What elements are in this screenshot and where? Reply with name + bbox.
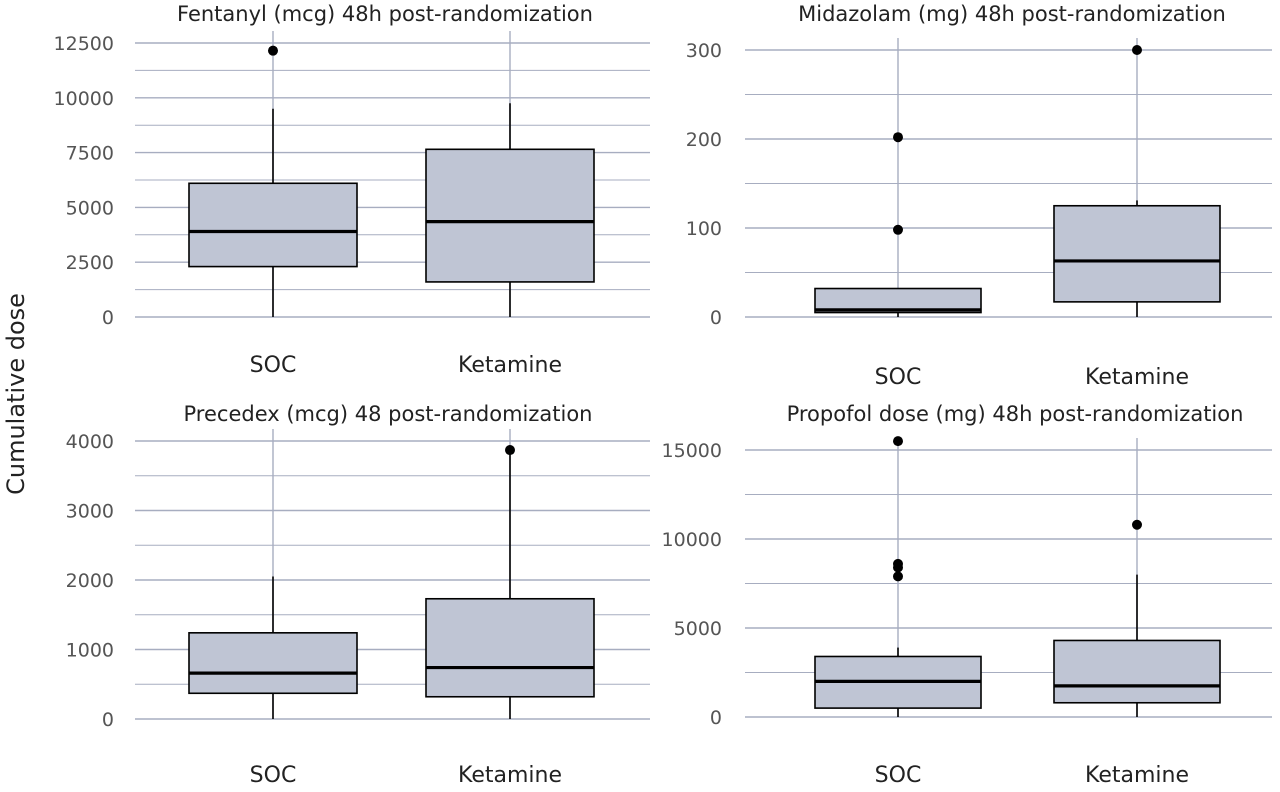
box-midazolam-ketamine bbox=[1053, 45, 1221, 317]
box-propofol-ketamine bbox=[1053, 519, 1221, 717]
y-tick-label: 15000 bbox=[662, 440, 722, 462]
y-tick-label: 10000 bbox=[662, 529, 722, 551]
x-category-label: Ketamine bbox=[458, 763, 562, 788]
outlier-point bbox=[893, 558, 903, 569]
y-tick-label: 5000 bbox=[674, 618, 722, 640]
x-category-label: SOC bbox=[875, 365, 922, 390]
y-tick-label: 0 bbox=[710, 707, 722, 729]
outlier-point bbox=[505, 445, 515, 456]
panel-midazolam: Midazolam (mg) 48h post-randomization 0 10… bbox=[686, 2, 1272, 390]
panel-propofol: Propofol dose (mg) 48h post-randomizatio… bbox=[662, 402, 1272, 788]
panel-title-fentanyl: Fentanyl (mcg) 48h post-randomization bbox=[177, 2, 593, 26]
box-fentanyl-soc bbox=[188, 45, 358, 317]
outlier-point bbox=[893, 132, 903, 143]
panel-precedex: Precedex (mcg) 48 post-randomization 0 100… bbox=[66, 402, 650, 788]
y-tick-label: 300 bbox=[686, 40, 722, 62]
x-category-label: SOC bbox=[875, 763, 922, 788]
box-fentanyl-ketamine bbox=[425, 103, 595, 317]
box-precedex-ketamine bbox=[425, 445, 595, 719]
y-tick-label: 1000 bbox=[66, 640, 114, 662]
x-category-label: Ketamine bbox=[1085, 763, 1189, 788]
y-tick-label: 5000 bbox=[66, 197, 114, 219]
y-tick-label: 7500 bbox=[66, 143, 114, 165]
y-tick-label: 0 bbox=[710, 307, 722, 329]
iqr-box bbox=[1053, 639, 1221, 704]
y-axis-label: Cumulative dose bbox=[2, 293, 30, 495]
iqr-box bbox=[425, 597, 595, 698]
iqr-box bbox=[1053, 204, 1221, 303]
y-tick-label: 0 bbox=[102, 709, 114, 731]
box-propofol-soc bbox=[814, 436, 982, 717]
box-precedex-soc bbox=[188, 576, 358, 719]
outlier-point bbox=[268, 45, 278, 56]
panel-title-midazolam: Midazolam (mg) 48h post-randomization bbox=[798, 2, 1226, 26]
y-tick-label: 200 bbox=[686, 129, 722, 151]
panel-title-propofol: Propofol dose (mg) 48h post-randomizatio… bbox=[787, 402, 1244, 426]
outlier-point bbox=[1132, 45, 1142, 55]
panel-title-precedex: Precedex (mcg) 48 post-randomization bbox=[184, 402, 593, 426]
outlier-point bbox=[893, 571, 903, 582]
y-tick-label: 100 bbox=[686, 218, 722, 240]
panel-fentanyl: Fentanyl (mcg) 48h post-randomization 0 25… bbox=[54, 2, 650, 378]
x-category-label: Ketamine bbox=[458, 353, 562, 378]
iqr-box bbox=[188, 182, 358, 268]
x-category-label: Ketamine bbox=[1085, 365, 1189, 390]
x-category-label: SOC bbox=[250, 763, 297, 788]
y-tick-label: 4000 bbox=[66, 431, 114, 453]
iqr-box bbox=[425, 148, 595, 283]
y-tick-label: 10000 bbox=[54, 88, 114, 110]
outlier-point bbox=[893, 436, 903, 447]
y-tick-label: 12500 bbox=[54, 33, 114, 55]
y-tick-label: 2000 bbox=[66, 570, 114, 592]
y-tick-label: 3000 bbox=[66, 501, 114, 523]
box-midazolam-soc bbox=[814, 132, 982, 317]
y-tick-label: 0 bbox=[102, 307, 114, 329]
outlier-point bbox=[1132, 519, 1142, 530]
iqr-box bbox=[188, 632, 358, 695]
x-category-label: SOC bbox=[250, 353, 297, 378]
y-tick-label: 2500 bbox=[66, 252, 114, 274]
outlier-point bbox=[893, 224, 903, 235]
